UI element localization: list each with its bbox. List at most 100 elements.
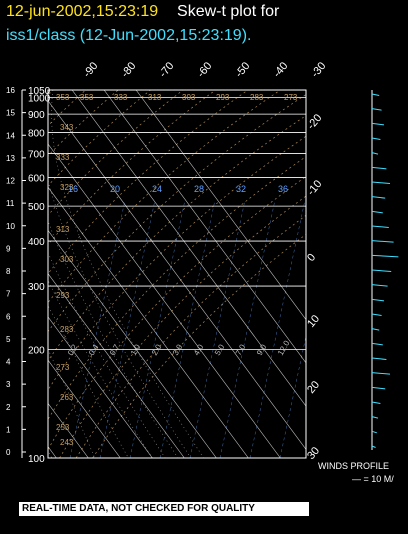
winds-profile-label: WINDS PROFILE — [318, 461, 390, 471]
pressure-tick-label: 1050 — [28, 86, 51, 97]
isotherm — [103, 90, 306, 364]
mixing-ratio-label: 36 — [278, 184, 288, 194]
dry-adiabat-label-top: 283 — [250, 93, 264, 102]
temperature-tick-label: -80 — [119, 60, 138, 80]
height-tick-label: 2 — [6, 403, 11, 412]
temperature-tick-label: -30 — [309, 60, 328, 80]
isotherm — [48, 143, 281, 458]
wind-barb — [371, 122, 385, 126]
wind-barb — [371, 166, 387, 170]
wind-barb — [371, 430, 377, 434]
dry-adiabat — [48, 90, 86, 127]
wind-barb — [371, 386, 386, 390]
dry-adiabat-label-top: 303 — [182, 93, 196, 102]
wind-barb — [371, 342, 383, 346]
height-tick-label: 3 — [6, 380, 11, 389]
wind-barb — [371, 372, 391, 375]
mixing-ratio-line — [310, 200, 365, 458]
moist-adiabat-label: 4.0 — [192, 342, 206, 357]
plot-label: Skew-t plot for — [177, 3, 280, 20]
mixing-ratio-label: 32 — [236, 184, 246, 194]
height-tick-label: 0 — [6, 448, 11, 457]
moist-adiabat-label: 0.4 — [87, 342, 101, 357]
dry-adiabat — [48, 135, 306, 391]
pressure-tick-label: 600 — [28, 174, 45, 185]
dry-adiabat-label: 293 — [56, 291, 70, 300]
pressure-tick-label: 200 — [28, 346, 45, 357]
wind-barb — [371, 298, 385, 302]
dry-adiabat-label-top: 353 — [80, 93, 94, 102]
height-tick-label: 16 — [6, 86, 15, 95]
moist-adiabat — [51, 90, 204, 458]
isotherm — [48, 402, 89, 458]
wind-barb — [371, 181, 391, 184]
wind-barb — [371, 225, 389, 228]
date-time-label: 12-jun-2002,15:23:19 — [6, 3, 159, 20]
height-tick-label: 7 — [6, 290, 11, 299]
temperature-trace — [0, 98, 27, 458]
height-tick-label: 1 — [6, 425, 11, 434]
height-tick-label: 10 — [6, 222, 15, 231]
dry-adiabat — [48, 90, 119, 157]
dry-adiabat-label-top: 333 — [114, 93, 128, 102]
dry-adiabat-label: 323 — [60, 183, 74, 192]
pressure-tick-label: 800 — [28, 129, 45, 140]
mixing-ratio-line — [69, 199, 126, 458]
dry-adiabat — [48, 94, 306, 333]
header-line-1: 12-jun-2002,15:23:19 Skew-t plot for — [6, 3, 279, 21]
wind-barb — [371, 137, 381, 140]
wind-barb — [371, 254, 399, 258]
dry-adiabat — [92, 233, 306, 458]
mixing-ratio-line — [189, 199, 246, 458]
isotherm — [48, 316, 153, 458]
dry-adiabat — [48, 90, 216, 246]
dry-adiabat-label: 333 — [56, 153, 70, 162]
wind-barb — [371, 313, 382, 316]
moist-adiabat-label: 9.0 — [255, 342, 269, 357]
dry-adiabat-label: 353 — [56, 93, 70, 102]
moist-adiabat-label: 12.0 — [276, 339, 292, 357]
wind-barb — [371, 210, 383, 214]
temperature-tick-label: 10 — [305, 313, 322, 330]
mixing-ratio-label: 16 — [68, 184, 78, 194]
temperature-tick-label: -70 — [157, 60, 176, 80]
pressure-tick-label: 100 — [28, 454, 45, 465]
quality-banner: REAL-TIME DATA, NOT CHECKED FOR QUALITY — [19, 502, 309, 516]
dry-adiabat-label: 313 — [56, 225, 70, 234]
dry-adiabat — [48, 90, 249, 275]
wind-barb — [371, 240, 394, 243]
temperature-tick-label: -50 — [233, 60, 252, 80]
wind-barb — [371, 108, 382, 111]
height-tick-label: 5 — [6, 335, 11, 344]
mixing-ratio-line — [129, 199, 186, 458]
mixing-ratio-line — [279, 334, 306, 458]
plot-area — [0, 90, 365, 458]
mixing-ratio-label: 28 — [194, 184, 204, 194]
isotherm — [135, 90, 306, 321]
isotherm — [71, 90, 306, 407]
isotherm — [48, 273, 185, 458]
wind-barb — [371, 196, 386, 199]
height-tick-label: 9 — [6, 244, 11, 253]
mixing-ratio-line — [159, 199, 216, 458]
dry-adiabat-label: 263 — [60, 393, 74, 402]
pressure-tick-label: 400 — [28, 237, 45, 248]
dry-adiabat-label: 283 — [60, 325, 74, 334]
mixing-ratio-line — [219, 199, 276, 458]
mixing-ratio-label: 20 — [110, 184, 120, 194]
dry-adiabat — [48, 90, 151, 187]
temperature-tick-label: 0 — [305, 252, 318, 264]
mixing-ratio-line — [249, 199, 306, 458]
dry-adiabat-label: 243 — [60, 438, 74, 447]
moist-adiabat — [48, 279, 153, 458]
height-tick-label: 13 — [6, 154, 15, 163]
dry-adiabat-label: 273 — [56, 363, 70, 372]
dry-adiabat-label: 253 — [56, 423, 70, 432]
isotherm — [48, 100, 306, 450]
height-tick-label: 4 — [6, 358, 11, 367]
dry-adiabat-label-top: 313 — [148, 93, 162, 102]
pressure-tick-label: 300 — [28, 282, 45, 293]
temperature-tick-label: -20 — [305, 112, 324, 132]
